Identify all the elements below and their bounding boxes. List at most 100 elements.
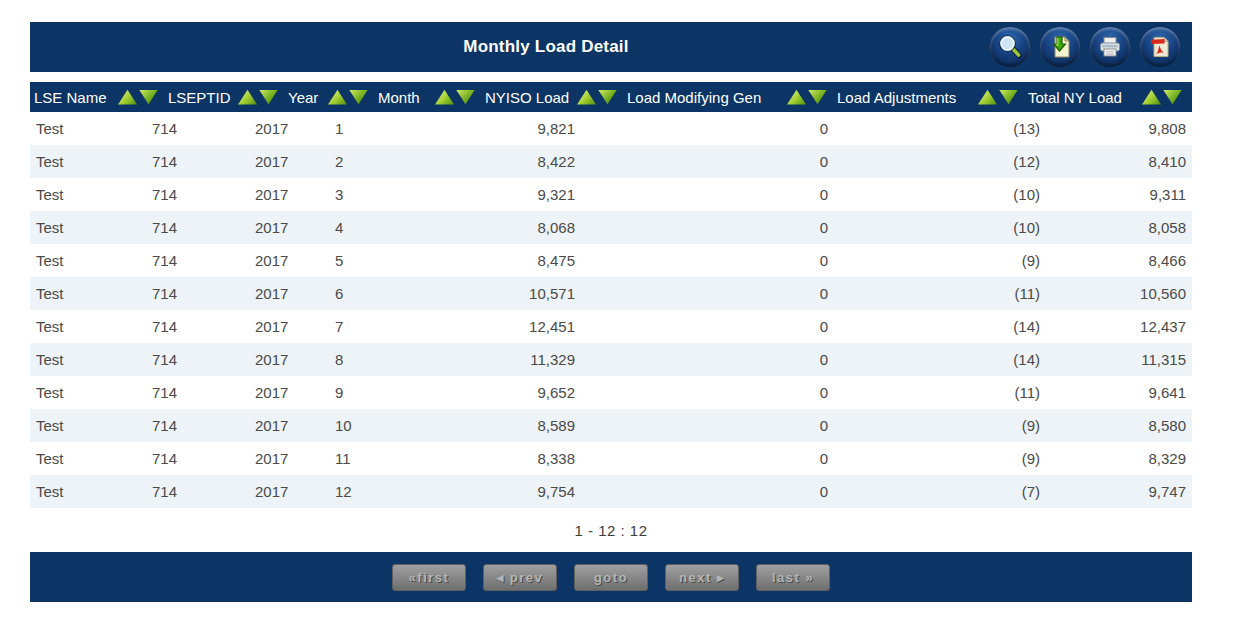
cell-lseptid: 714 — [146, 112, 249, 145]
last-page-button[interactable]: last » — [756, 564, 830, 591]
cell-nyiso_load: 9,321 — [420, 178, 581, 211]
cell-nyiso_load: 8,422 — [420, 145, 581, 178]
column-label: Year — [288, 89, 318, 106]
cell-load_adjustments: (12) — [834, 145, 1046, 178]
sort-asc-icon[interactable] — [238, 90, 257, 105]
sort-asc-icon[interactable] — [1142, 90, 1161, 105]
column-header-lseptid: LSEPTID — [168, 82, 288, 112]
cell-year: 2017 — [249, 145, 329, 178]
cell-load_adjustments: (10) — [834, 211, 1046, 244]
cell-lse_name: Test — [30, 343, 146, 376]
sort-asc-icon[interactable] — [118, 90, 137, 105]
cell-year: 2017 — [249, 310, 329, 343]
cell-load_adjustments: (9) — [834, 442, 1046, 475]
pdf-export-button[interactable] — [1140, 27, 1180, 67]
column-label: Total NY Load — [1028, 89, 1122, 106]
toolbar — [990, 27, 1192, 67]
column-header-lse-name: LSE Name — [34, 82, 168, 112]
cell-nyiso_load: 9,821 — [420, 112, 581, 145]
download-icon — [1047, 34, 1073, 60]
goto-page-button[interactable]: goto — [574, 564, 648, 591]
cell-load_adjustments: (11) — [834, 376, 1046, 409]
table-row: Test7142017610,5710(11)10,560 — [30, 277, 1192, 310]
column-header-month: Month — [378, 82, 485, 112]
cell-month: 12 — [329, 475, 420, 508]
sort-controls — [577, 90, 617, 105]
cell-total_ny_load: 8,580 — [1046, 409, 1192, 442]
sort-desc-icon[interactable] — [259, 90, 278, 105]
title-bar: Monthly Load Detail — [30, 22, 1192, 72]
cell-lse_name: Test — [30, 442, 146, 475]
search-icon — [997, 34, 1023, 60]
sort-asc-icon[interactable] — [435, 90, 454, 105]
cell-year: 2017 — [249, 211, 329, 244]
cell-total_ny_load: 9,747 — [1046, 475, 1192, 508]
cell-load_adjustments: (14) — [834, 343, 1046, 376]
sort-asc-icon[interactable] — [787, 90, 806, 105]
cell-month: 8 — [329, 343, 420, 376]
cell-month: 1 — [329, 112, 420, 145]
table-row: Test714201758,4750(9)8,466 — [30, 244, 1192, 277]
cell-total_ny_load: 10,560 — [1046, 277, 1192, 310]
first-page-button[interactable]: «first — [392, 564, 466, 591]
cell-month: 11 — [329, 442, 420, 475]
cell-load_adjustments: (14) — [834, 310, 1046, 343]
sort-desc-icon[interactable] — [349, 90, 368, 105]
cell-total_ny_load: 9,641 — [1046, 376, 1192, 409]
page-title: Monthly Load Detail — [30, 37, 1062, 57]
cell-month: 10 — [329, 409, 420, 442]
next-page-button[interactable]: next ▸ — [665, 564, 739, 591]
cell-lseptid: 714 — [146, 343, 249, 376]
cell-year: 2017 — [249, 376, 329, 409]
cell-nyiso_load: 10,571 — [420, 277, 581, 310]
cell-nyiso_load: 11,329 — [420, 343, 581, 376]
table-row: Test7142017712,4510(14)12,437 — [30, 310, 1192, 343]
download-button[interactable] — [1040, 27, 1080, 67]
cell-load_adjustments: (13) — [834, 112, 1046, 145]
sort-controls — [1142, 90, 1182, 105]
sort-desc-icon[interactable] — [598, 90, 617, 105]
column-label: LSEPTID — [168, 89, 231, 106]
cell-lseptid: 714 — [146, 442, 249, 475]
cell-total_ny_load: 8,410 — [1046, 145, 1192, 178]
cell-total_ny_load: 8,058 — [1046, 211, 1192, 244]
column-label: Month — [378, 89, 420, 106]
cell-month: 9 — [329, 376, 420, 409]
cell-total_ny_load: 8,466 — [1046, 244, 1192, 277]
sort-desc-icon[interactable] — [139, 90, 158, 105]
cell-load_modifying_gen: 0 — [581, 277, 834, 310]
search-button[interactable] — [990, 27, 1030, 67]
column-header-nyiso-load: NYISO Load — [485, 82, 627, 112]
table-row: Test7142017118,3380(9)8,329 — [30, 442, 1192, 475]
table-row: Test714201739,3210(10)9,311 — [30, 178, 1192, 211]
table-body: Test714201719,8210(13)9,808Test714201728… — [30, 112, 1192, 508]
cell-load_adjustments: (9) — [834, 244, 1046, 277]
printer-icon — [1097, 34, 1123, 60]
sort-asc-icon[interactable] — [978, 90, 997, 105]
pager-bar: «first ◂ prev goto next ▸ last » — [30, 552, 1192, 602]
cell-load_modifying_gen: 0 — [581, 310, 834, 343]
sort-desc-icon[interactable] — [808, 90, 827, 105]
table-row: Test7142017108,5890(9)8,580 — [30, 409, 1192, 442]
sort-desc-icon[interactable] — [1163, 90, 1182, 105]
cell-year: 2017 — [249, 409, 329, 442]
cell-load_modifying_gen: 0 — [581, 343, 834, 376]
cell-lse_name: Test — [30, 409, 146, 442]
cell-year: 2017 — [249, 343, 329, 376]
prev-page-button[interactable]: ◂ prev — [483, 564, 557, 591]
column-label: LSE Name — [34, 89, 107, 106]
sort-controls — [328, 90, 368, 105]
sort-desc-icon[interactable] — [999, 90, 1018, 105]
cell-load_modifying_gen: 0 — [581, 409, 834, 442]
sort-desc-icon[interactable] — [456, 90, 475, 105]
column-header-load-modifying-gen: Load Modifying Gen — [627, 82, 837, 112]
print-button[interactable] — [1090, 27, 1130, 67]
sort-asc-icon[interactable] — [328, 90, 347, 105]
cell-load_modifying_gen: 0 — [581, 211, 834, 244]
cell-load_modifying_gen: 0 — [581, 244, 834, 277]
table-row: Test714201748,0680(10)8,058 — [30, 211, 1192, 244]
cell-month: 2 — [329, 145, 420, 178]
cell-lse_name: Test — [30, 178, 146, 211]
cell-total_ny_load: 8,329 — [1046, 442, 1192, 475]
sort-asc-icon[interactable] — [577, 90, 596, 105]
